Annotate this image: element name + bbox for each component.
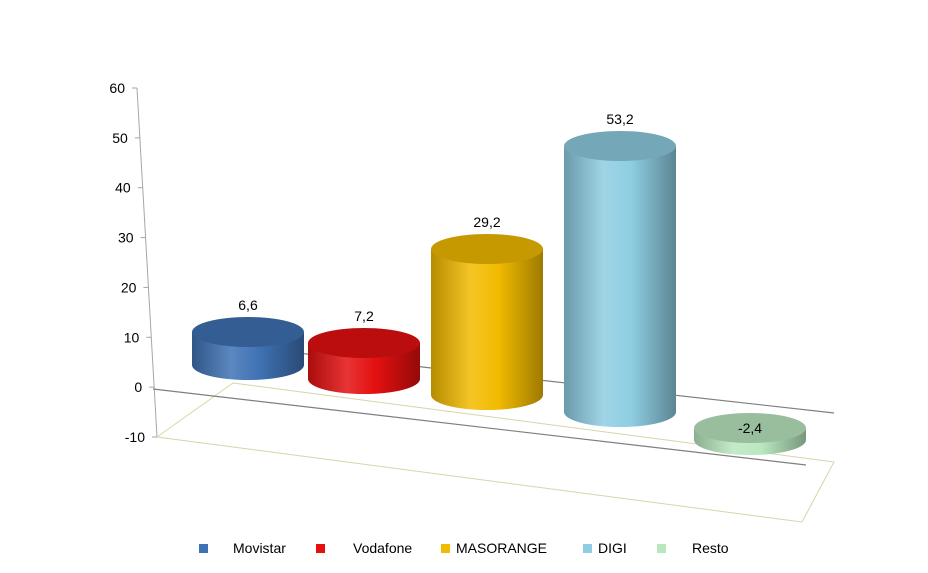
- data-label: 7,2: [354, 308, 374, 324]
- bar-masorange: [431, 234, 543, 410]
- legend: Movistar Vodafone MASORANGE DIGI Resto: [199, 540, 729, 556]
- legend-swatch: [199, 544, 208, 553]
- legend-label: DIGI: [598, 540, 627, 556]
- bar-top: [431, 234, 543, 264]
- legend-label: Resto: [692, 540, 729, 556]
- bars: [192, 131, 806, 455]
- y-tick-label: 10: [124, 329, 140, 345]
- y-tick-label: 20: [121, 279, 137, 295]
- bar-top: [308, 328, 420, 358]
- legend-swatch: [583, 544, 592, 553]
- y-tick-label: 50: [112, 130, 128, 146]
- bar-vodafone: [308, 328, 420, 394]
- legend-swatch: [657, 544, 666, 553]
- y-tick-label: -10: [125, 429, 145, 445]
- bar-digi: [564, 131, 676, 427]
- legend-label: Movistar: [233, 540, 286, 556]
- floor-outline: [155, 382, 835, 523]
- legend-label: Vodafone: [353, 540, 412, 556]
- y-ticks: 60 50 40 30 20 10 0 -10: [109, 80, 157, 445]
- y-axis-line: [136, 87, 158, 438]
- y-tick-label: 0: [134, 379, 142, 395]
- y-tick-label: 30: [118, 230, 134, 246]
- legend-label: MASORANGE: [456, 540, 547, 556]
- legend-swatch: [316, 544, 325, 553]
- data-labels: 6,6 7,2 29,2 53,2 -2,4: [238, 111, 762, 436]
- bar-body: [564, 146, 676, 427]
- bar-top: [564, 131, 676, 161]
- data-label: 6,6: [238, 297, 258, 313]
- bar-body: [431, 249, 543, 410]
- zero-line: [152, 388, 807, 466]
- data-label: 53,2: [606, 111, 633, 127]
- y-tick-label: 40: [115, 180, 131, 196]
- data-label: -2,4: [738, 420, 762, 436]
- data-label: 29,2: [473, 214, 500, 230]
- legend-swatch: [441, 544, 450, 553]
- bar-top: [192, 317, 304, 347]
- bar-movistar: [192, 317, 304, 380]
- bar-top: [694, 413, 806, 443]
- bar-resto: [694, 413, 806, 455]
- y-tick-label: 60: [109, 80, 125, 96]
